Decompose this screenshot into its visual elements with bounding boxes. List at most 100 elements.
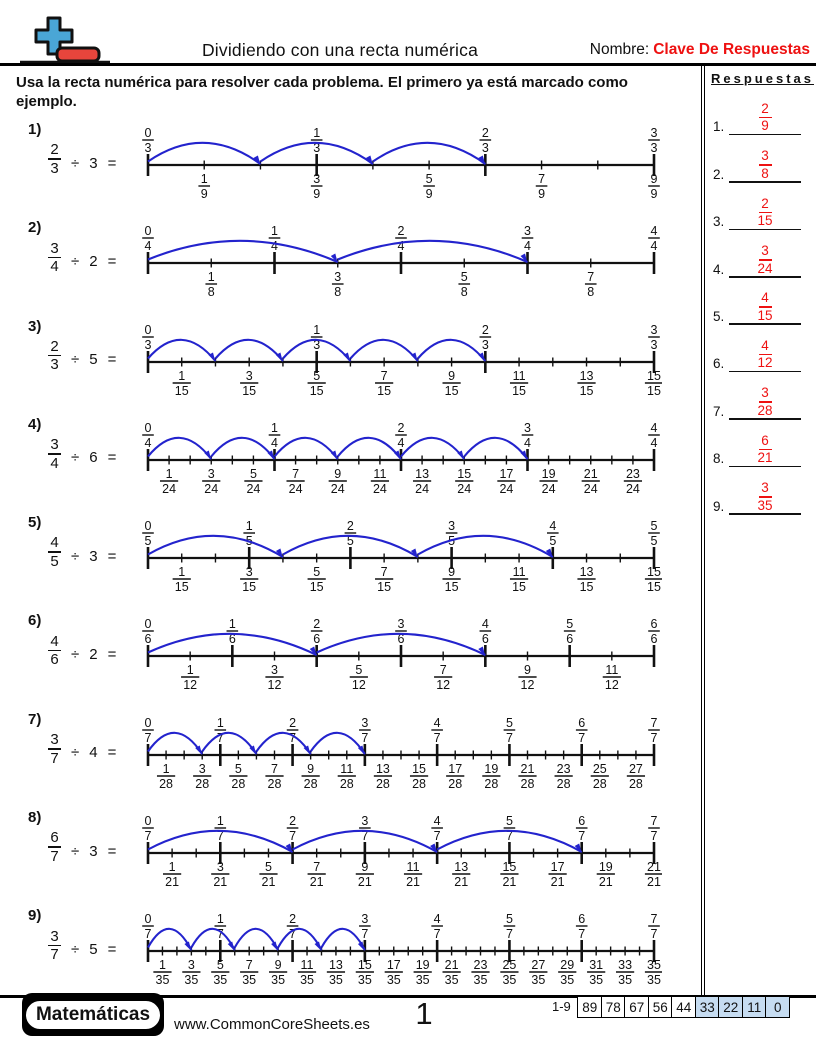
- svg-text:21: 21: [502, 875, 516, 889]
- problems-column: Usa la recta numérica para resolver cada…: [0, 66, 701, 995]
- svg-text:28: 28: [484, 777, 498, 791]
- svg-text:1: 1: [208, 270, 215, 284]
- svg-text:0: 0: [145, 224, 152, 238]
- svg-text:6: 6: [482, 632, 489, 646]
- problem-expression: 3 4 ÷ 2 =: [48, 237, 116, 285]
- svg-text:35: 35: [445, 973, 459, 987]
- answer-fraction: 4 12: [757, 337, 773, 371]
- svg-text:5: 5: [506, 912, 513, 926]
- divisor: 3: [89, 547, 98, 565]
- svg-text:15: 15: [242, 384, 256, 398]
- svg-text:11: 11: [407, 860, 420, 874]
- svg-text:35: 35: [329, 973, 343, 987]
- svg-text:15: 15: [580, 384, 594, 398]
- svg-text:4: 4: [398, 239, 405, 253]
- svg-text:6: 6: [398, 632, 405, 646]
- svg-text:1: 1: [163, 762, 170, 776]
- svg-text:6: 6: [229, 632, 236, 646]
- divide-sign: ÷: [71, 940, 80, 958]
- score-cell: 11: [741, 996, 767, 1018]
- svg-text:2: 2: [313, 617, 320, 631]
- svg-text:5: 5: [651, 519, 658, 533]
- problem-number: 9): [28, 907, 42, 925]
- svg-text:24: 24: [626, 482, 640, 496]
- answer-item: 6. 4 12: [705, 327, 816, 374]
- number-line: 0717273747576777135335535735935113513351…: [142, 912, 664, 987]
- footer-rule: [0, 995, 816, 998]
- svg-text:24: 24: [204, 482, 218, 496]
- svg-text:24: 24: [289, 482, 303, 496]
- svg-text:0: 0: [145, 617, 152, 631]
- svg-text:7: 7: [361, 731, 368, 745]
- svg-text:4: 4: [651, 224, 658, 238]
- problem-number: 5): [28, 514, 42, 532]
- svg-text:5: 5: [506, 814, 513, 828]
- svg-text:27: 27: [531, 958, 545, 972]
- equals-sign: =: [107, 547, 117, 565]
- answers-sidebar: Respuestas 1. 2 9 2. 3 8 3. 2 15 4. 3 24 5. 4 15 6. 4 12 7…: [701, 66, 816, 995]
- svg-text:24: 24: [584, 482, 598, 496]
- svg-text:12: 12: [268, 678, 282, 692]
- answer-fraction: 3 35: [757, 480, 773, 513]
- svg-text:12: 12: [352, 678, 366, 692]
- number-line-wrap: 0 7 1 7 2 7 3 7 4 7 5 7 6 7 7 7 1 35 3 35 5 35 7 35 9 35 11 35 13 35 1…: [140, 901, 664, 1003]
- svg-text:1: 1: [201, 172, 208, 186]
- svg-text:9: 9: [538, 187, 545, 201]
- svg-text:7: 7: [145, 927, 152, 941]
- problem-expression: 6 7 ÷ 3 =: [48, 827, 116, 875]
- svg-text:35: 35: [271, 973, 285, 987]
- divide-sign: ÷: [71, 842, 80, 860]
- answers-title: Respuestas: [711, 71, 814, 86]
- svg-text:15: 15: [358, 958, 372, 972]
- svg-text:3: 3: [246, 369, 253, 383]
- equals-sign: =: [107, 842, 117, 860]
- name-row: Nombre: Clave De Respuestas: [590, 41, 810, 59]
- score-cell: 89: [577, 996, 603, 1018]
- score-cell: 44: [671, 996, 697, 1018]
- number-line-wrap: 0 7 1 7 2 7 3 7 4 7 5 7 6 7 7 7 1 28 3 28 5 28 7 28 9 28 11 28 13 28 1…: [140, 705, 662, 807]
- svg-text:9: 9: [426, 187, 433, 201]
- answer-fraction: 4 15: [757, 290, 773, 323]
- svg-text:28: 28: [195, 777, 209, 791]
- svg-text:2: 2: [347, 519, 354, 533]
- svg-text:19: 19: [416, 958, 430, 972]
- answer-blank-line: [729, 465, 801, 468]
- svg-text:7: 7: [587, 270, 594, 284]
- svg-text:3: 3: [448, 519, 455, 533]
- problem-row: 5) 4 5 ÷ 3 = 0 5 1 5 2 5 3 5 4 5 5 5 1 15 3 15 5 15 7 15 9 15 11 15 13…: [0, 506, 701, 604]
- number-line: 0414243444124324524724924112413241524172…: [142, 421, 660, 496]
- number-line-wrap: 0 5 1 5 2 5 3 5 4 5 5 5 1 15 3 15 5 15 7 15 9 15 11 15 13 15 15 15: [140, 508, 664, 610]
- svg-text:15: 15: [647, 565, 661, 579]
- svg-text:7: 7: [434, 927, 441, 941]
- svg-text:6: 6: [651, 632, 658, 646]
- svg-text:21: 21: [165, 875, 179, 889]
- number-line-wrap: 0 4 1 4 2 4 3 4 4 4 1 24 3 24 5 24 7 24 9 24 11 24 13 24 15 24 17 2…: [140, 410, 662, 512]
- svg-text:17: 17: [499, 467, 513, 481]
- svg-text:7: 7: [289, 829, 296, 843]
- svg-text:15: 15: [310, 384, 324, 398]
- svg-text:7: 7: [651, 731, 658, 745]
- equals-sign: =: [107, 940, 117, 958]
- svg-text:4: 4: [651, 239, 658, 253]
- svg-text:1: 1: [166, 467, 173, 481]
- svg-text:11: 11: [301, 958, 314, 972]
- divisor: 5: [89, 940, 98, 958]
- svg-text:11: 11: [373, 467, 386, 481]
- answer-item: 7. 3 28: [705, 374, 816, 421]
- divide-sign: ÷: [71, 645, 80, 663]
- svg-text:21: 21: [584, 467, 598, 481]
- svg-text:7: 7: [434, 829, 441, 843]
- svg-text:3: 3: [271, 663, 278, 677]
- svg-text:2: 2: [289, 912, 296, 926]
- svg-text:35: 35: [387, 973, 401, 987]
- svg-text:7: 7: [578, 829, 585, 843]
- svg-text:15: 15: [502, 860, 516, 874]
- svg-text:7: 7: [506, 731, 513, 745]
- divisor: 2: [89, 645, 98, 663]
- svg-text:7: 7: [651, 829, 658, 843]
- svg-text:4: 4: [524, 436, 531, 450]
